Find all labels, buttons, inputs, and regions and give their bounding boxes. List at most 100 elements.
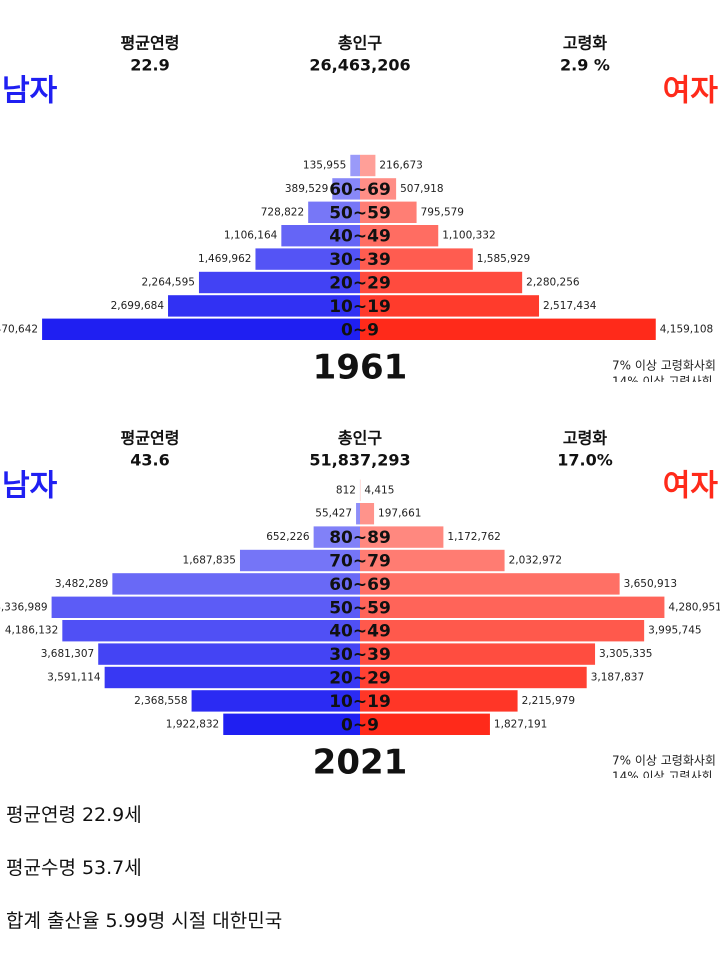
bottom-mask [0, 778, 720, 780]
value-label: 2,517,434 [543, 300, 597, 312]
pyramid-chart: 평균연령 22.9 총인구 26,463,206 고령화 2.9 % 남자 여자 135,955… [0, 34, 719, 389]
value-label: 3,187,837 [591, 672, 644, 684]
age-label: 80~89 [329, 528, 391, 548]
pyramid-chart: 평균연령 43.6 총인구 51,837,293 고령화 17.0% 남자 여자 812 4,41… [0, 429, 720, 781]
female-bar [360, 318, 656, 340]
male-bar [350, 154, 360, 177]
value-label: 2,280,256 [526, 277, 580, 289]
value-label: 507,918 [400, 183, 443, 195]
legend-female: 여자 [663, 74, 719, 109]
value-label: 389,529 [285, 183, 328, 195]
female-bar [360, 666, 587, 689]
value-label: 4,186,132 [5, 625, 58, 637]
age-label: 0~9 [341, 320, 379, 340]
male-bar [308, 201, 360, 223]
value-label: 652,226 [266, 531, 310, 543]
value-label: 1,687,835 [183, 555, 236, 567]
male-bar [223, 713, 360, 735]
female-bar [360, 295, 540, 317]
value-label: 4,415 [364, 484, 394, 496]
female-bar [360, 526, 444, 548]
male-bar [356, 503, 360, 525]
value-label: 3,650,913 [624, 578, 677, 590]
age-label: 20~29 [329, 274, 391, 294]
caption-line: 평균연령 22.9세 [6, 804, 142, 826]
separator [0, 382, 720, 395]
male-bar [281, 225, 360, 247]
value-label: 728,822 [261, 206, 304, 218]
female-bar [360, 573, 620, 595]
year-title: 1961 [313, 348, 408, 388]
age-label: 70~79 [329, 552, 391, 572]
age-label: 20~29 [329, 669, 391, 689]
value-label: 2,264,595 [142, 277, 195, 289]
legend-male: 남자 [2, 74, 58, 109]
value-label: 197,661 [378, 508, 421, 520]
male-bar [191, 690, 360, 712]
value-label: 4,336,989 [0, 601, 48, 613]
age-label: 60~69 [329, 180, 391, 200]
value-label: 135,955 [303, 160, 346, 172]
stat-label: 고령화 [563, 34, 607, 53]
value-label: 1,469,962 [198, 253, 251, 265]
stat-value: 43.6 [130, 451, 169, 470]
value-label: 1,100,332 [442, 230, 495, 242]
stat-label: 평균연령 [121, 429, 180, 448]
value-label: 1,922,832 [166, 718, 219, 730]
stat-label: 고령화 [563, 429, 607, 448]
value-label: 3,591,114 [47, 672, 101, 684]
male-bar [239, 549, 360, 572]
value-label: 2,032,972 [509, 555, 562, 567]
male-bar [313, 526, 360, 548]
female-bar [360, 248, 473, 270]
female-bar [360, 620, 645, 642]
value-label: 3,482,289 [55, 578, 108, 590]
female-bar [360, 225, 439, 247]
stat-label: 총인구 [338, 429, 382, 448]
age-label: 50~59 [329, 598, 391, 618]
male-bar [112, 573, 360, 595]
note: 7% 이상 고령화사회 [612, 754, 716, 768]
age-label: 60~69 [329, 575, 391, 595]
caption-line: 평균수명 53.7세 [6, 857, 142, 879]
age-label: 40~49 [329, 622, 391, 642]
male-bar [332, 178, 360, 200]
female-bar [360, 201, 417, 223]
value-label: 1,172,762 [447, 531, 500, 543]
male-bar [51, 596, 361, 618]
value-label: 1,106,164 [224, 230, 278, 242]
male-bar [168, 295, 360, 317]
value-label: 2,215,979 [522, 695, 575, 707]
age-label: 10~19 [329, 692, 391, 712]
note: 7% 이상 고령화사회 [612, 359, 716, 373]
value-label: 3,305,335 [599, 648, 652, 660]
stat-value: 26,463,206 [309, 56, 410, 75]
male-bar [198, 271, 360, 294]
female-bar [360, 549, 505, 572]
stat-label: 평균연령 [121, 34, 180, 53]
stat-value: 22.9 [130, 56, 169, 75]
female-bar [360, 503, 375, 525]
value-label: 4,280,951 [668, 601, 720, 613]
year-title: 2021 [313, 743, 408, 781]
stat-value: 17.0% [557, 451, 613, 470]
value-label: 4,159,108 [660, 323, 713, 335]
male-bar [98, 643, 360, 665]
value-label: 812 [336, 484, 356, 496]
age-label: 30~39 [329, 645, 391, 665]
female-bar [360, 596, 665, 618]
value-label: 1,827,191 [494, 718, 547, 730]
male-bar [42, 318, 361, 340]
male-bar [104, 666, 360, 689]
note: 14% 이상 고령사회 [612, 770, 713, 781]
value-label: 55,427 [315, 508, 352, 520]
value-label: 2,368,558 [134, 695, 187, 707]
male-bar [255, 248, 360, 270]
value-label: 3,995,745 [648, 625, 701, 637]
age-label: 40~49 [329, 227, 391, 247]
stat-label: 총인구 [338, 34, 382, 53]
female-bar [360, 154, 376, 177]
value-label: 3,681,307 [41, 648, 94, 660]
